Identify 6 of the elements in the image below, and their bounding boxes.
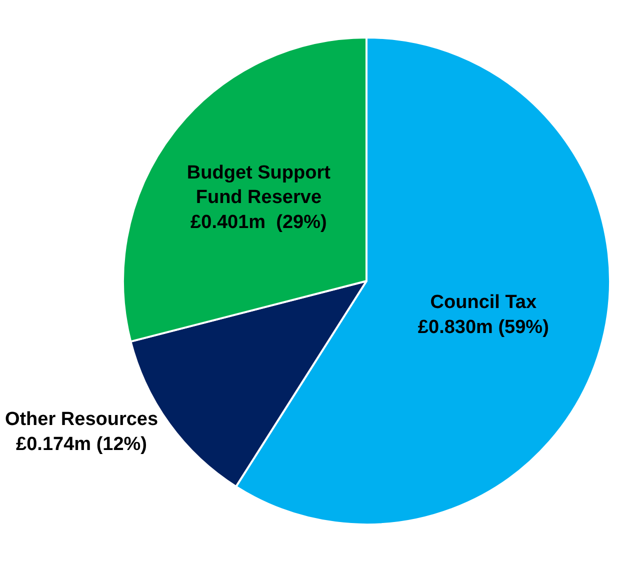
data-label: £0.174m (12%)	[16, 434, 147, 455]
data-label: £0.401m (29%)	[190, 212, 327, 233]
data-label: £0.830m (59%)	[418, 316, 549, 338]
slice-label: Other Resources	[4, 409, 158, 430]
slice-label: Budget Support Fund Reserve	[186, 162, 332, 208]
slice-label: Council Tax	[430, 292, 537, 314]
